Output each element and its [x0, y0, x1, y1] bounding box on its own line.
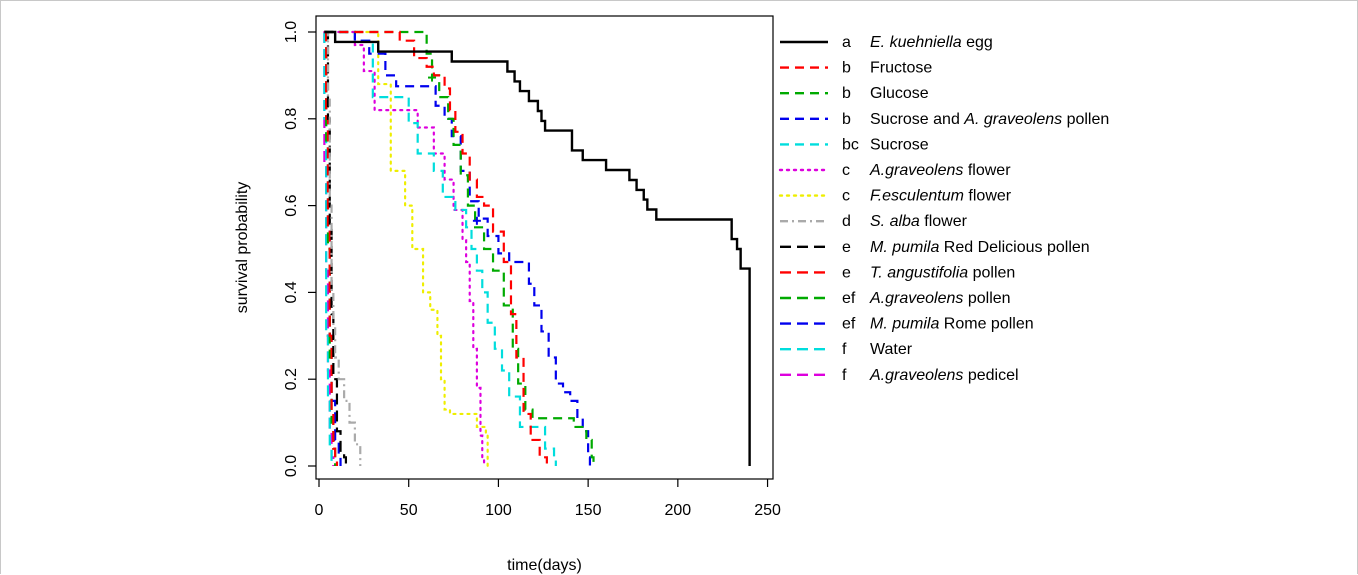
series-line-1 — [324, 30, 548, 466]
legend-group-label: ef — [842, 290, 856, 307]
y-tick-label: 0.6 — [283, 194, 300, 216]
legend-label-part: Sucrose and — [870, 111, 964, 128]
legend-group-label: d — [842, 213, 851, 230]
legend-series-label: Fructose — [870, 60, 932, 77]
legend-group-label: c — [842, 188, 850, 205]
legend-label-part: T. angustifolia — [870, 264, 968, 281]
legend-group-label: b — [842, 111, 851, 128]
legend-label-part: A.graveolens — [869, 367, 963, 384]
legend-group-label: f — [842, 341, 847, 358]
series-line-4 — [324, 30, 557, 466]
censor-mark-1 — [472, 216, 481, 225]
legend-series-label: Glucose — [870, 85, 929, 102]
y-tick-label: 0.0 — [283, 455, 300, 477]
y-tick-label: 0.4 — [283, 281, 300, 303]
legend-item: ef M. pumila Rome pollen — [780, 316, 1034, 333]
legend-label-part: Glucose — [870, 85, 929, 102]
legend-label-part: F.esculentum — [870, 188, 964, 205]
legend-item: f A.graveolens pedicel — [780, 367, 1019, 384]
legend-label-part: A.graveolens — [869, 290, 963, 307]
legend-series-label: M. pumila Rome pollen — [870, 316, 1034, 333]
legend-series-label: Water — [870, 341, 913, 358]
y-tick-label: 0.8 — [283, 108, 300, 130]
legend: a E. kuehniella egg b Fructose b Glucose b Sucr… — [778, 34, 1109, 384]
legend-series-label: Sucrose and A. graveolens pollen — [870, 111, 1109, 128]
legend-group-label: bc — [842, 136, 859, 153]
legend-series-label: A.graveolens pollen — [869, 290, 1011, 307]
legend-label-part: A.graveolens — [869, 162, 963, 179]
legend-series-label: A.graveolens flower — [869, 162, 1011, 179]
legend-label-part: Rome pollen — [939, 316, 1033, 333]
legend-label-part: Water — [870, 341, 913, 358]
legend-series-label: T. angustifolia pollen — [870, 264, 1015, 281]
x-tick-label: 150 — [575, 502, 602, 519]
legend-label-part: Red Delicious pollen — [939, 239, 1089, 256]
legend-label-part: M. pumila — [870, 239, 939, 256]
legend-item: c A.graveolens flower — [778, 162, 1011, 179]
legend-group-label: ef — [842, 316, 856, 333]
legend-item: b Sucrose and A. graveolens pollen — [780, 111, 1109, 128]
y-tick-label: 0.2 — [283, 368, 300, 390]
legend-label-part: flower — [963, 162, 1011, 179]
series-line-6 — [323, 30, 489, 468]
legend-label-part: pollen — [963, 290, 1010, 307]
legend-group-label: f — [842, 367, 847, 384]
series-line-2 — [324, 30, 595, 466]
legend-item: ef A.graveolens pollen — [780, 290, 1011, 307]
y-tick-label: 1.0 — [283, 21, 300, 43]
legend-label-part: M. pumila — [870, 316, 939, 333]
legend-series-label: S. alba flower — [870, 213, 968, 230]
legend-label-part: flower — [920, 213, 968, 230]
legend-series-label: A.graveolens pedicel — [869, 367, 1019, 384]
legend-label-part: Sucrose — [870, 136, 929, 153]
legend-label-part: pollen — [1062, 111, 1109, 128]
legend-item: e M. pumila Red Delicious pollen — [780, 239, 1090, 256]
axes: 0 50 100 150 200 250 0.0 0.2 0.4 0.6 0.8 1.0 time(da… — [234, 15, 781, 574]
legend-item: f Water — [780, 341, 913, 358]
legend-item: e T. angustifolia pollen — [780, 264, 1015, 281]
legend-label-part: flower — [964, 188, 1012, 205]
censor-mark-0 — [428, 73, 437, 82]
y-axis-label: survival probability — [234, 182, 251, 314]
series-line-0 — [324, 30, 751, 466]
legend-label-part: S. alba — [870, 213, 920, 230]
plot-box — [315, 15, 774, 480]
legend-group-label: b — [842, 85, 851, 102]
x-axis-label: time(days) — [507, 557, 582, 574]
legend-group-label: e — [842, 264, 851, 281]
x-tick-label: 200 — [664, 502, 691, 519]
legend-item: bc Sucrose — [780, 136, 929, 153]
legend-group-label: c — [842, 162, 850, 179]
legend-label-part: A. graveolens — [963, 111, 1062, 128]
legend-series-label: F.esculentum flower — [870, 188, 1012, 205]
legend-item: b Glucose — [780, 85, 929, 102]
legend-group-label: e — [842, 239, 851, 256]
x-tick-label: 100 — [485, 502, 512, 519]
legend-label-part: pedicel — [963, 367, 1018, 384]
x-tick-label: 0 — [315, 502, 324, 519]
series-line-3 — [324, 30, 592, 466]
series-line-9 — [324, 30, 339, 466]
legend-group-label: b — [842, 60, 851, 77]
legend-item: a E. kuehniella egg — [780, 34, 993, 51]
legend-item: b Fructose — [780, 60, 932, 77]
series-line-5 — [323, 30, 486, 468]
legend-label-part: egg — [962, 34, 993, 51]
legend-series-label: M. pumila Red Delicious pollen — [870, 239, 1090, 256]
legend-item: c F.esculentum flower — [778, 188, 1012, 205]
x-tick-label: 250 — [754, 502, 781, 519]
legend-item: d S. alba flower — [780, 213, 968, 230]
legend-label-part: Fructose — [870, 60, 932, 77]
legend-series-label: Sucrose — [870, 136, 929, 153]
legend-group-label: a — [842, 34, 851, 51]
legend-series-label: E. kuehniella egg — [870, 34, 993, 51]
legend-label-part: pollen — [968, 264, 1015, 281]
legend-label-part: E. kuehniella — [870, 34, 962, 51]
x-tick-label: 50 — [400, 502, 418, 519]
plot-area — [323, 30, 751, 468]
